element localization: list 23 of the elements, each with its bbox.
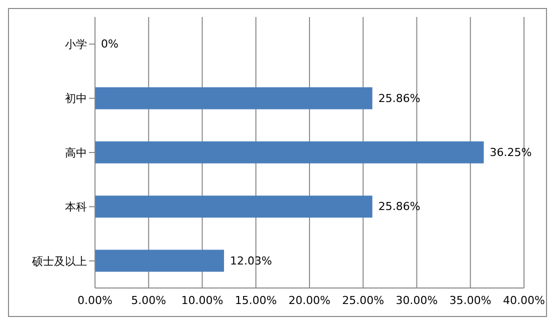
x-tick-label: 40.00%: [503, 294, 545, 307]
data-label: 25.86%: [378, 200, 420, 214]
y-tick-label: 小学: [65, 38, 87, 52]
y-tick-label: 高中: [65, 146, 87, 160]
bar: [95, 87, 372, 110]
bar: [95, 250, 224, 272]
x-tick-label: 20.00%: [288, 294, 330, 307]
x-tick-label: 10.00%: [181, 294, 224, 307]
data-label: 25.86%: [378, 92, 420, 105]
x-tick-label: 5.00%: [131, 294, 166, 307]
data-label: 0%: [101, 38, 118, 51]
x-tick-label: 0.00%: [78, 294, 112, 307]
bar: [95, 141, 484, 164]
bar: [95, 196, 372, 218]
x-tick-label: 30.00%: [396, 294, 438, 307]
y-tick-label: 硕士及以上: [31, 254, 87, 268]
data-label: 36.25%: [490, 146, 532, 159]
data-label: 12.03%: [230, 254, 272, 268]
y-tick-label: 本科: [65, 200, 87, 214]
y-tick-label: 初中: [65, 92, 87, 106]
x-tick-label: 35.00%: [449, 294, 492, 307]
x-tick-label: 25.00%: [342, 294, 384, 307]
x-tick-label: 15.00%: [234, 294, 277, 307]
